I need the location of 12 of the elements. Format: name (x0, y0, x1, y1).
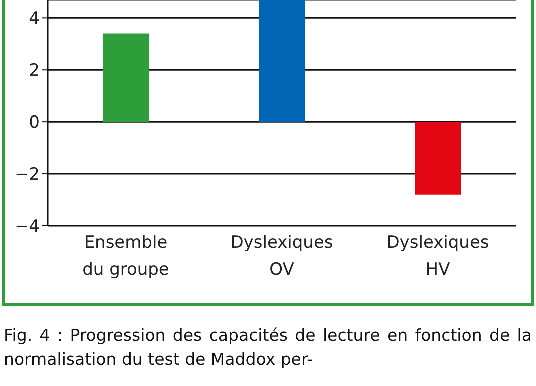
x-tick-label: Dyslexiques HV (386, 233, 490, 280)
y-tick-label: −2 (14, 165, 40, 186)
y-tick-label: 0 (29, 113, 40, 134)
bar (415, 122, 461, 195)
y-tick-label: 2 (29, 61, 40, 82)
bar (259, 0, 305, 122)
y-tick-label: 4 (29, 9, 40, 30)
x-tick-label: Dyslexiques OV (230, 233, 334, 280)
y-tick-label: −4 (14, 217, 40, 238)
caption: Fig. 4 : Progression des capacités de lecture en fonction de la normalisation du test de Maddox per- (4, 325, 532, 371)
bar (103, 34, 149, 122)
x-tick-label: Ensemble du groupe (82, 233, 170, 280)
